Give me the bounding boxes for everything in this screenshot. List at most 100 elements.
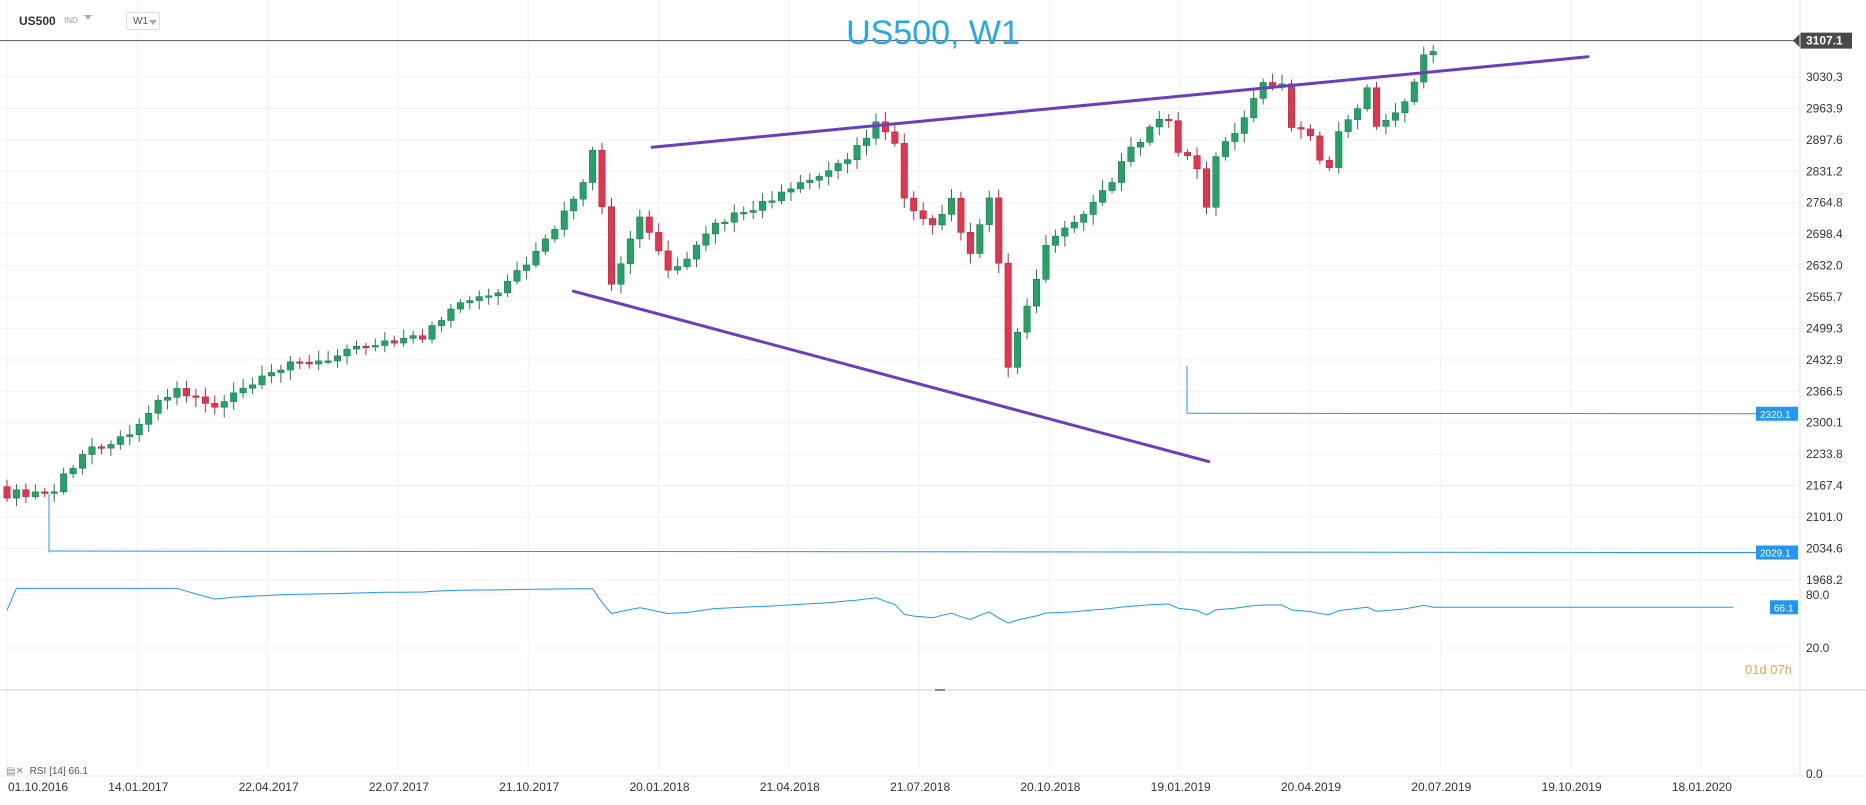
candle-body bbox=[910, 197, 918, 212]
candle-body bbox=[1136, 141, 1144, 148]
candle-body bbox=[976, 224, 984, 254]
candle-body bbox=[1174, 120, 1182, 153]
candle-body bbox=[239, 387, 247, 394]
candle bbox=[1099, 180, 1107, 206]
symbol-label[interactable]: US500 bbox=[19, 14, 56, 28]
horizontal-levels[interactable]: 3107.1 2320.1 2029.1 bbox=[0, 32, 1852, 560]
candle-body bbox=[1070, 221, 1078, 229]
x-tick-label: 19.01.2019 bbox=[1151, 780, 1211, 794]
candle bbox=[258, 365, 266, 390]
candle-body bbox=[1382, 119, 1390, 127]
y-tick-label: 2233.8 bbox=[1806, 447, 1843, 461]
candle-body bbox=[97, 446, 105, 449]
rsi-period: [14] bbox=[49, 766, 66, 777]
candle-body bbox=[352, 345, 360, 350]
indicator-settings-icon[interactable]: ▤✕ bbox=[6, 766, 24, 777]
candle-body bbox=[371, 345, 379, 348]
candle-body bbox=[1184, 152, 1192, 156]
candle bbox=[1250, 89, 1258, 123]
candle-body bbox=[1193, 155, 1201, 170]
candle bbox=[1033, 269, 1041, 313]
candle-body bbox=[1203, 168, 1211, 208]
candle bbox=[702, 225, 710, 252]
candle bbox=[475, 290, 483, 310]
level-badge bbox=[1756, 545, 1798, 560]
candle bbox=[419, 328, 427, 343]
candle-body bbox=[466, 300, 474, 304]
candle-body bbox=[966, 232, 974, 254]
candle-body bbox=[1335, 131, 1343, 168]
candle-body bbox=[1221, 141, 1229, 157]
candle bbox=[286, 355, 294, 380]
candle bbox=[1004, 253, 1012, 378]
candle-body bbox=[815, 176, 823, 181]
candle bbox=[645, 210, 653, 240]
candle bbox=[1335, 121, 1343, 174]
candle-body bbox=[485, 295, 493, 298]
candle bbox=[267, 364, 275, 384]
candle bbox=[390, 335, 398, 347]
candle-body bbox=[116, 436, 124, 445]
candle-body bbox=[315, 360, 323, 365]
market-label[interactable]: IND bbox=[64, 16, 78, 25]
candle-body bbox=[107, 444, 115, 449]
x-tick-label: 14.01.2017 bbox=[108, 780, 168, 794]
candle-body bbox=[853, 145, 861, 161]
candle bbox=[334, 348, 342, 368]
trendlines[interactable] bbox=[571, 55, 1590, 464]
candle-body bbox=[938, 214, 946, 226]
candle-body bbox=[1250, 98, 1258, 118]
candle bbox=[617, 256, 625, 294]
candle bbox=[1259, 78, 1267, 105]
candle bbox=[1391, 103, 1399, 128]
candle bbox=[825, 161, 833, 186]
candle-body bbox=[872, 121, 880, 139]
candle-body bbox=[1033, 279, 1041, 307]
candle-body bbox=[1316, 135, 1324, 161]
candle bbox=[796, 174, 804, 193]
chevron-down-icon[interactable] bbox=[149, 20, 157, 25]
candle-body bbox=[324, 360, 332, 363]
x-tick-label: 20.01.2018 bbox=[629, 780, 689, 794]
y-tick-label: 2565.7 bbox=[1806, 290, 1843, 304]
candle bbox=[400, 329, 408, 347]
candle bbox=[1401, 98, 1409, 123]
y-tick-label: 2432.9 bbox=[1806, 353, 1843, 367]
candle-body bbox=[428, 325, 436, 340]
candle bbox=[900, 133, 908, 208]
candle bbox=[126, 424, 134, 446]
candle-body bbox=[286, 361, 294, 371]
candle-body bbox=[655, 232, 663, 252]
candle bbox=[1023, 298, 1031, 340]
candle bbox=[1297, 121, 1305, 139]
candle bbox=[1344, 114, 1352, 139]
candle-body bbox=[844, 159, 852, 164]
candle bbox=[815, 173, 823, 189]
candle bbox=[343, 344, 351, 365]
x-tick-label: 20.07.2019 bbox=[1411, 780, 1471, 794]
candle bbox=[60, 467, 68, 495]
candle-body bbox=[1089, 201, 1097, 215]
candle bbox=[938, 204, 946, 231]
candle bbox=[532, 242, 540, 268]
candle-body bbox=[1391, 112, 1399, 121]
x-tick-label: 22.07.2017 bbox=[369, 780, 429, 794]
candle-body bbox=[947, 197, 955, 215]
chart-title: US500, W1 bbox=[846, 14, 1020, 52]
rsi-line bbox=[6, 587, 1734, 624]
candle bbox=[164, 388, 172, 410]
candle-body bbox=[995, 197, 1003, 264]
candle-body bbox=[674, 266, 682, 271]
y-tick-label: 2101.0 bbox=[1806, 510, 1843, 524]
candle-body bbox=[88, 446, 96, 455]
candle-body bbox=[164, 396, 172, 401]
timeframe-select[interactable]: W1 bbox=[126, 12, 160, 30]
candle bbox=[692, 241, 700, 268]
chevron-down-icon[interactable] bbox=[84, 15, 92, 20]
candle-body bbox=[1051, 235, 1059, 246]
rsi-value-text: 66.1 bbox=[68, 766, 88, 777]
candle bbox=[305, 354, 313, 369]
candle bbox=[674, 257, 682, 275]
candle-body bbox=[230, 392, 238, 402]
